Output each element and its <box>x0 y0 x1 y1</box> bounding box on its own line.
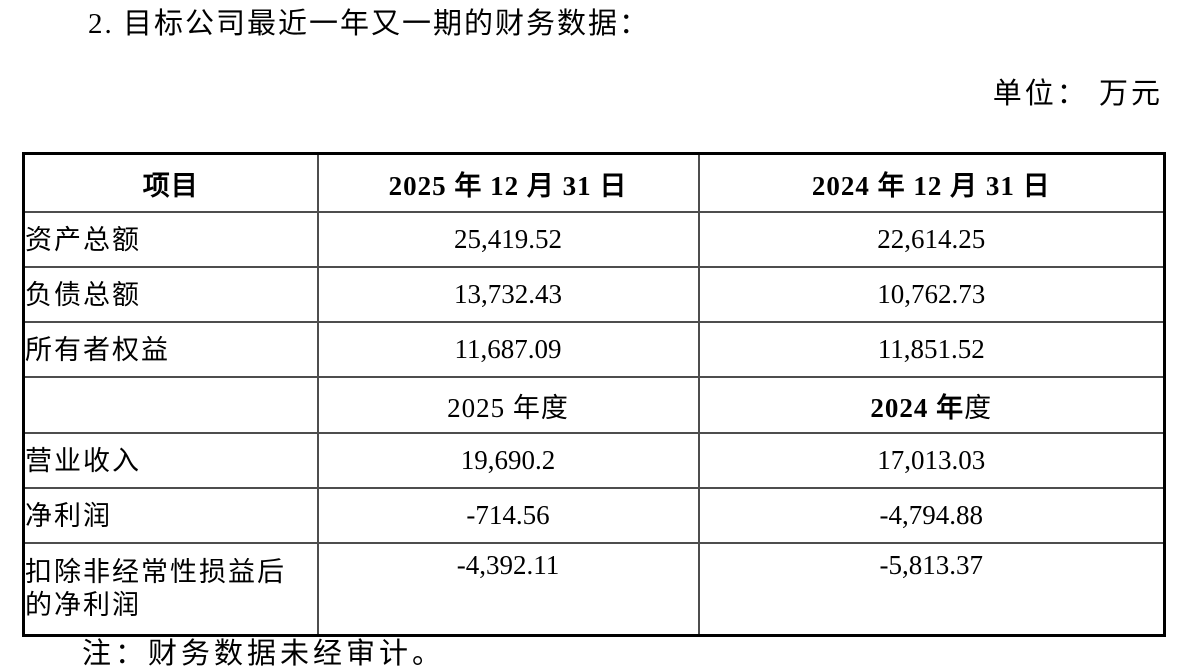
table-row-total-assets: 资产总额 25,419.52 22,614.25 <box>22 211 1166 268</box>
value-2025: -714.56 <box>316 487 700 544</box>
row-label: 净利润 <box>22 487 319 544</box>
row-label: 营业收入 <box>22 432 319 489</box>
row-label-text: 扣除非经常性损益后的净利润 <box>25 557 286 620</box>
value-2025: 19,690.2 <box>316 432 700 489</box>
value-2025: 13,732.43 <box>316 266 700 323</box>
row-label-text: 所有者权益 <box>25 334 170 365</box>
period-2024-label: 2024 年度 <box>697 376 1166 434</box>
period-2024-bold-part: 2024 年 <box>870 392 965 423</box>
header-cell-item: 项目 <box>22 152 319 213</box>
table-row-period-header: 2025 年度 2024 年度 <box>22 376 1166 434</box>
row-label: 资产总额 <box>22 211 319 268</box>
row-label-text: 负债总额 <box>25 279 141 310</box>
table-row-owners-equity: 所有者权益 11,687.09 11,851.52 <box>22 321 1166 378</box>
row-label-empty <box>22 376 319 434</box>
header-cell-2025-date: 2025 年 12 月 31 日 <box>316 152 700 213</box>
value-2024: 17,013.03 <box>697 432 1166 489</box>
row-label-text: 营业收入 <box>25 445 141 476</box>
table-row-net-profit: 净利润 -714.56 -4,794.88 <box>22 487 1166 544</box>
value-2024: 10,762.73 <box>697 266 1166 323</box>
unit-label: 单位： 万元 <box>992 78 1163 110</box>
header-cell-2024-date: 2024 年 12 月 31 日 <box>697 152 1166 213</box>
row-label-text: 净利润 <box>25 500 112 531</box>
row-label: 扣除非经常性损益后的净利润 <box>22 542 319 637</box>
row-label: 所有者权益 <box>22 321 319 378</box>
value-2024: 11,851.52 <box>697 321 1166 378</box>
footnote: 注：财务数据未经审计。 <box>82 638 446 670</box>
period-2025-label: 2025 年度 <box>316 376 700 434</box>
value-2024: -5,813.37 <box>697 542 1166 637</box>
table-row-total-liabilities: 负债总额 13,732.43 10,762.73 <box>22 266 1166 323</box>
table-row-operating-revenue: 营业收入 19,690.2 17,013.03 <box>22 432 1166 489</box>
value-2024: 22,614.25 <box>697 211 1166 268</box>
row-label: 负债总额 <box>22 266 319 323</box>
financial-data-table: 项目 2025 年 12 月 31 日 2024 年 12 月 31 日 资产总… <box>22 152 1166 637</box>
table-row-net-profit-after-non-recurring: 扣除非经常性损益后的净利润 -4,392.11 -5,813.37 <box>22 542 1166 637</box>
value-2025: -4,392.11 <box>316 542 700 637</box>
table-header-row: 项目 2025 年 12 月 31 日 2024 年 12 月 31 日 <box>22 152 1166 213</box>
section-title: 2. 目标公司最近一年又一期的财务数据： <box>88 8 651 40</box>
value-2024: -4,794.88 <box>697 487 1166 544</box>
row-label-text: 资产总额 <box>25 224 141 255</box>
value-2025: 25,419.52 <box>316 211 700 268</box>
period-2024-regular-part: 度 <box>964 392 993 423</box>
value-2025: 11,687.09 <box>316 321 700 378</box>
